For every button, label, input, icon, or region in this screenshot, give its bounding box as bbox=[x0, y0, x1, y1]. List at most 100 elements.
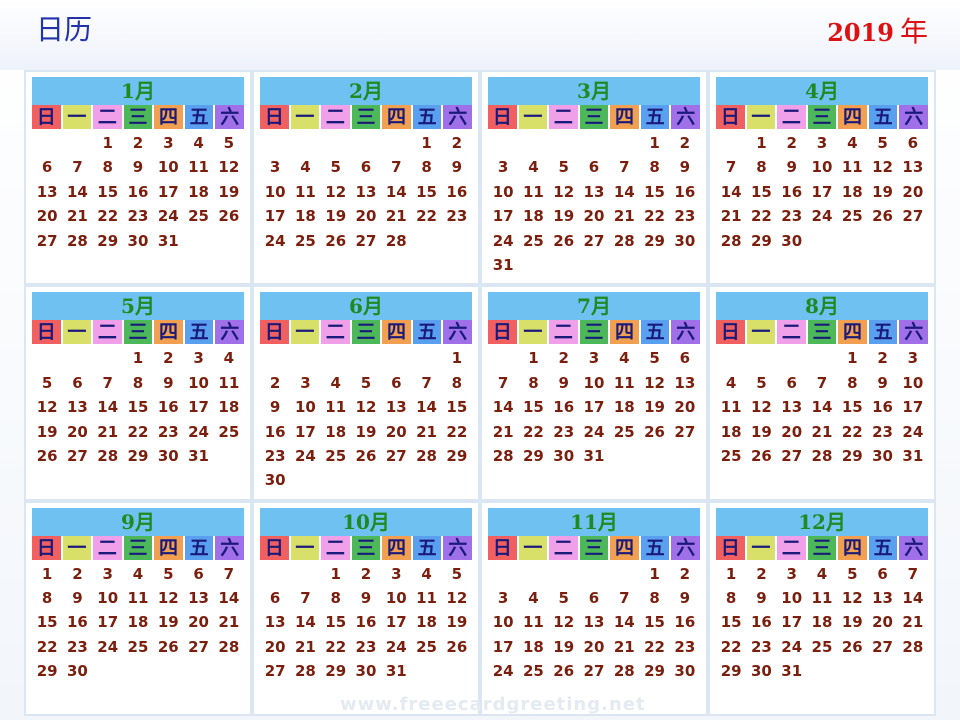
day-cell: 17 bbox=[811, 182, 833, 201]
day-cell: 24 bbox=[583, 422, 605, 441]
day-cell: 8 bbox=[756, 158, 767, 177]
day-cell: 19 bbox=[553, 637, 575, 656]
day-cell: 7 bbox=[725, 158, 737, 177]
day-cell: 6 bbox=[269, 589, 281, 608]
day-cell: 14 bbox=[613, 182, 635, 201]
month-panel: 11月日一二三四五六 1 2 3 4 5 6 7 8 9 10 11 12 13 14 15 16 17 18 19 2… bbox=[482, 502, 706, 714]
day-cell: 5 bbox=[360, 373, 372, 392]
month-panel: 8月日一二三四五六 1 2 3 4 5 6 7 8 9 10 11 12 13 14 15 16 17 18 19 20… bbox=[710, 287, 934, 499]
day-cell: 28 bbox=[811, 446, 833, 465]
empty-day-cell bbox=[62, 346, 92, 370]
day-cell: 20 bbox=[583, 637, 605, 656]
day-cell: 13 bbox=[674, 373, 696, 392]
day-cell: 6 bbox=[907, 134, 919, 152]
day-cell: 11 bbox=[294, 182, 316, 201]
day-cell: 11 bbox=[188, 158, 209, 177]
day-cell: 3 bbox=[391, 564, 402, 583]
day-cell: 30 bbox=[781, 231, 803, 250]
day-cell: 19 bbox=[872, 182, 893, 201]
day-cell: 11 bbox=[522, 613, 544, 632]
day-cell: 10 bbox=[264, 182, 286, 201]
day-cell: 13 bbox=[583, 182, 605, 201]
empty-day-cell bbox=[321, 131, 351, 155]
day-cell: 19 bbox=[157, 613, 179, 632]
month-title: 8月 bbox=[716, 292, 928, 321]
empty-day-cell bbox=[32, 346, 62, 370]
day-cell: 1 bbox=[756, 134, 767, 152]
day-cell: 25 bbox=[811, 637, 833, 656]
day-cell: 11 bbox=[811, 589, 833, 608]
day-cell: 21 bbox=[492, 422, 514, 441]
day-cell: 11 bbox=[720, 398, 742, 417]
weekday-cell: 四 bbox=[610, 105, 639, 129]
day-cell: 19 bbox=[36, 422, 58, 441]
day-cell: 25 bbox=[416, 637, 437, 656]
day-cell: 24 bbox=[294, 446, 316, 465]
day-cell: 29 bbox=[36, 662, 58, 681]
day-cell: 22 bbox=[416, 207, 437, 226]
day-cell: 26 bbox=[355, 446, 377, 465]
day-cell: 25 bbox=[522, 231, 544, 250]
day-cell: 15 bbox=[750, 182, 772, 201]
day-cell: 10 bbox=[294, 398, 316, 417]
day-cell: 10 bbox=[492, 613, 514, 632]
day-cell: 21 bbox=[385, 207, 407, 226]
weekday-cell: 五 bbox=[184, 320, 214, 345]
day-cell: 2 bbox=[679, 564, 691, 583]
day-cell: 16 bbox=[157, 398, 179, 417]
day-cell: 12 bbox=[446, 589, 468, 608]
day-cell: 7 bbox=[907, 564, 919, 583]
weekday-cell: 二 bbox=[321, 105, 350, 129]
day-cell: 4 bbox=[619, 349, 630, 368]
day-cell: 26 bbox=[325, 231, 347, 250]
day-cell: 27 bbox=[385, 446, 407, 465]
day-cell: 10 bbox=[781, 589, 803, 608]
day-cell: 30 bbox=[127, 231, 149, 250]
day-cell: 3 bbox=[102, 564, 113, 583]
weekday-cell: 二 bbox=[321, 320, 350, 345]
day-cell: 18 bbox=[188, 182, 209, 201]
day-cell: 29 bbox=[127, 446, 149, 465]
day-cell: 7 bbox=[619, 158, 630, 177]
weekday-cell: 二 bbox=[549, 320, 578, 345]
day-cell: 4 bbox=[300, 158, 311, 177]
weekday-header: 日一二三四五六 bbox=[716, 320, 928, 345]
day-cell: 25 bbox=[127, 637, 149, 656]
day-cell: 7 bbox=[619, 589, 630, 608]
day-cell: 11 bbox=[522, 182, 544, 201]
month-title: 9月 bbox=[32, 507, 244, 536]
day-cell: 12 bbox=[157, 589, 179, 608]
day-cell: 8 bbox=[451, 373, 463, 392]
day-cell: 28 bbox=[902, 637, 924, 656]
day-cell: 23 bbox=[674, 637, 696, 656]
day-cell: 18 bbox=[325, 422, 347, 441]
day-cell: 10 bbox=[902, 373, 924, 392]
day-cell: 5 bbox=[877, 134, 888, 152]
month-panel: 7月日一二三四五六 1 2 3 4 5 6 7 8 9 10 11 12 13 14 15 16 17 18 19 20… bbox=[482, 287, 706, 499]
day-cell: 14 bbox=[66, 182, 88, 201]
day-cell: 27 bbox=[583, 231, 605, 250]
day-cell: 25 bbox=[720, 446, 742, 465]
day-cell: 1 bbox=[102, 134, 113, 152]
empty-day-cell bbox=[381, 346, 411, 370]
weekday-cell: 六 bbox=[899, 320, 928, 345]
day-cell: 4 bbox=[847, 134, 858, 152]
day-cell: 4 bbox=[816, 564, 828, 583]
day-cell: 8 bbox=[528, 373, 539, 392]
day-cell: 13 bbox=[36, 182, 58, 201]
weekday-header: 日一二三四五六 bbox=[716, 535, 928, 560]
month-panel: 1月日一二三四五六 1 2 3 4 5 6 7 8 9 10 11 12 13 14 15 16 17 18 19 20… bbox=[26, 72, 250, 284]
weekday-cell: 四 bbox=[838, 320, 867, 345]
day-cell: 15 bbox=[522, 398, 544, 417]
weekday-header: 日一二三四五六 bbox=[260, 320, 472, 345]
day-cell: 28 bbox=[492, 446, 514, 465]
weekday-cell: 六 bbox=[899, 535, 928, 560]
day-cell: 12 bbox=[355, 398, 377, 417]
day-grid: 1 2 3 4 5 6 7 8 9 10 11 12 13 14 15 16 17 18 19 20 21 22 23 24 2… bbox=[260, 562, 472, 684]
day-cell: 20 bbox=[264, 637, 286, 656]
day-cell: 29 bbox=[644, 231, 665, 250]
day-cell: 23 bbox=[355, 637, 377, 656]
day-cell: 25 bbox=[325, 446, 347, 465]
day-cell: 27 bbox=[872, 637, 893, 656]
day-cell: 12 bbox=[872, 158, 893, 177]
